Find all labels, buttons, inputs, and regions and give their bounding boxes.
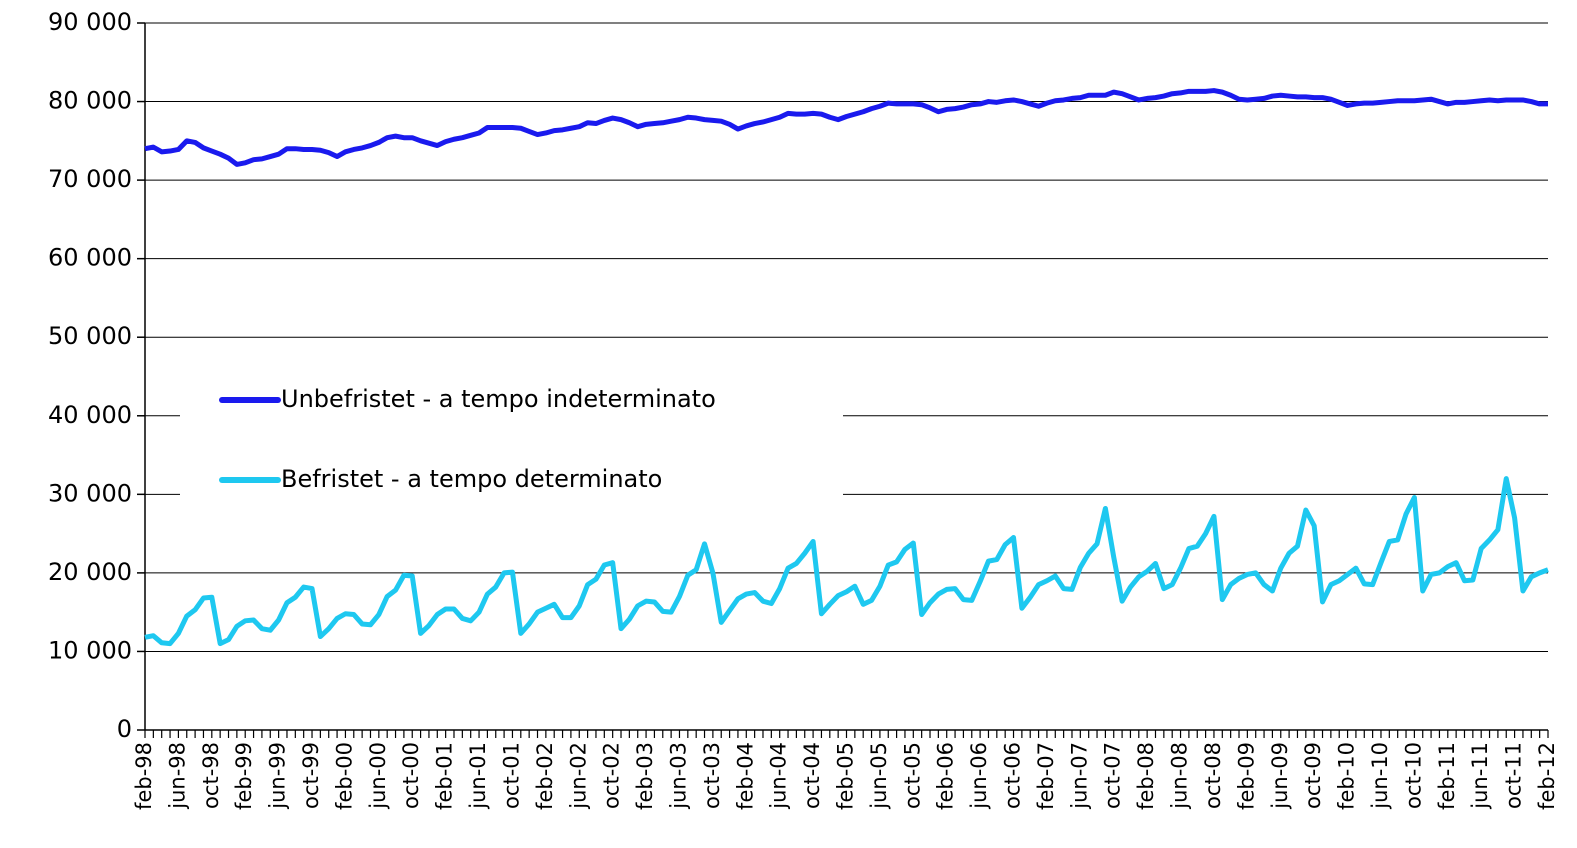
legend-box bbox=[180, 355, 843, 520]
x-tick-label: oct-09 bbox=[1301, 742, 1325, 809]
series-line bbox=[144, 476, 1549, 647]
y-tick-label: 50 000 bbox=[48, 322, 132, 350]
x-tick-label: oct-99 bbox=[299, 742, 323, 809]
x-tick-label: oct-00 bbox=[399, 742, 423, 809]
x-tick-label: oct-05 bbox=[900, 742, 924, 809]
x-tick-label: feb-08 bbox=[1134, 742, 1158, 810]
x-tick-label: oct-02 bbox=[600, 742, 624, 809]
x-tick-label: jun-08 bbox=[1168, 742, 1192, 810]
x-tick-label: feb-12 bbox=[1535, 742, 1559, 810]
x-tick-label: jun-09 bbox=[1268, 742, 1292, 810]
x-tick-label: feb-00 bbox=[332, 742, 356, 810]
x-tick-label: jun-00 bbox=[366, 742, 390, 810]
x-tick-label: jun-04 bbox=[767, 742, 791, 810]
y-tick-label: 10 000 bbox=[48, 636, 132, 664]
y-tick-label: 20 000 bbox=[48, 558, 132, 586]
x-tick-label: feb-02 bbox=[533, 742, 557, 810]
x-tick-label: jun-05 bbox=[867, 742, 891, 810]
x-tick-label: jun-01 bbox=[466, 742, 490, 810]
x-tick-label: jun-99 bbox=[266, 742, 290, 810]
x-tick-label: feb-07 bbox=[1034, 742, 1058, 810]
y-tick-label: 80 000 bbox=[48, 87, 132, 115]
x-tick-label: jun-10 bbox=[1368, 742, 1392, 810]
x-tick-label: oct-08 bbox=[1201, 742, 1225, 809]
x-tick-label: feb-03 bbox=[633, 742, 657, 810]
legend-label: Befristet - a tempo determinato bbox=[281, 465, 662, 493]
x-tick-label: feb-11 bbox=[1435, 742, 1459, 810]
x-tick-label: feb-98 bbox=[132, 742, 156, 810]
x-tick-label: feb-09 bbox=[1234, 742, 1258, 810]
x-tick-label: jun-11 bbox=[1468, 742, 1492, 810]
x-tick-label: oct-07 bbox=[1101, 742, 1125, 809]
x-tick-label: oct-10 bbox=[1401, 742, 1425, 809]
legend-label: Unbefristet - a tempo indeterminato bbox=[281, 385, 716, 413]
x-tick-label: jun-06 bbox=[967, 742, 991, 810]
x-tick-label: oct-01 bbox=[499, 742, 523, 809]
y-tick-label: 0 bbox=[117, 715, 132, 743]
x-tick-label: feb-06 bbox=[934, 742, 958, 810]
x-tick-label: oct-04 bbox=[800, 742, 824, 809]
x-tick-label: jun-98 bbox=[165, 742, 189, 810]
y-tick-label: 60 000 bbox=[48, 244, 132, 272]
x-tick-label: oct-98 bbox=[199, 742, 223, 809]
y-tick-label: 40 000 bbox=[48, 401, 132, 429]
y-tick-label: 70 000 bbox=[48, 165, 132, 193]
y-tick-label: 30 000 bbox=[48, 479, 132, 507]
x-tick-label: feb-01 bbox=[433, 742, 457, 810]
x-tick-label: oct-11 bbox=[1502, 742, 1526, 809]
x-tick-label: feb-05 bbox=[834, 742, 858, 810]
x-tick-label: feb-04 bbox=[733, 742, 757, 810]
x-tick-label: feb-99 bbox=[232, 742, 256, 810]
x-tick-label: jun-02 bbox=[566, 742, 590, 810]
x-tick-label: oct-03 bbox=[700, 742, 724, 809]
series-line bbox=[144, 88, 1548, 167]
x-tick-label: jun-07 bbox=[1067, 742, 1091, 810]
x-tick-label: oct-06 bbox=[1001, 742, 1025, 809]
x-tick-label: feb-10 bbox=[1335, 742, 1359, 810]
x-tick-label: jun-03 bbox=[666, 742, 690, 810]
y-tick-label: 90 000 bbox=[48, 8, 132, 36]
